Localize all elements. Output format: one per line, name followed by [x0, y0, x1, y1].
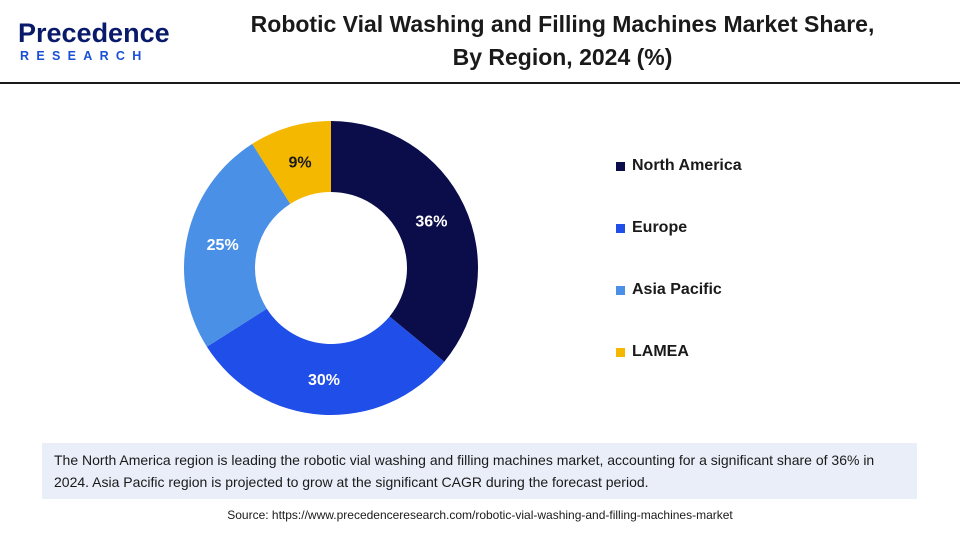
legend-swatch: [616, 223, 625, 233]
slice-label-lamea: 9%: [288, 154, 311, 171]
legend-item-europe[interactable]: Europe: [616, 216, 687, 240]
legend-item-north-america[interactable]: North America: [616, 154, 742, 178]
legend-swatch: [616, 285, 625, 295]
slice-label-asia-pacific: 25%: [207, 237, 239, 254]
donut-slices: [184, 121, 478, 415]
donut-slice-labels: 36% 30% 25% 9%: [207, 154, 448, 388]
legend-item-lamea[interactable]: LAMEA: [616, 340, 689, 364]
legend-label: Europe: [632, 219, 688, 236]
slice-label-europe: 30%: [308, 372, 340, 389]
header-divider: [0, 82, 960, 84]
summary-note: The North America region is leading the …: [42, 443, 917, 499]
legend-swatch: [616, 161, 625, 171]
legend-item-asia-pacific[interactable]: Asia Pacific: [616, 278, 722, 302]
source-citation: Source: https://www.precedenceresearch.c…: [227, 508, 733, 522]
logo-wordmark: Precedence: [18, 18, 170, 48]
logo-subtitle: RESEARCH: [20, 49, 149, 63]
slice-label-north-america: 36%: [415, 214, 447, 231]
precedence-research-logo[interactable]: Precedence RESEARCH: [18, 18, 170, 68]
slice-north-america[interactable]: [331, 121, 478, 362]
chart-title: Robotic Vial Washing and Filling Machine…: [195, 8, 930, 74]
chart-title-line-2: By Region, 2024 (%): [452, 44, 673, 70]
slice-europe[interactable]: [206, 308, 445, 415]
legend-label: LAMEA: [632, 343, 689, 360]
donut-chart: 36% 30% 25% 9%: [184, 121, 478, 415]
legend-label: North America: [632, 157, 742, 174]
header: Precedence RESEARCH Robotic Vial Washing…: [0, 0, 960, 82]
chart-title-line-1: Robotic Vial Washing and Filling Machine…: [250, 11, 875, 37]
legend-swatch: [616, 347, 625, 357]
slice-asia-pacific[interactable]: [184, 143, 291, 347]
slice-lamea[interactable]: [252, 121, 331, 204]
legend-label: Asia Pacific: [632, 281, 722, 298]
